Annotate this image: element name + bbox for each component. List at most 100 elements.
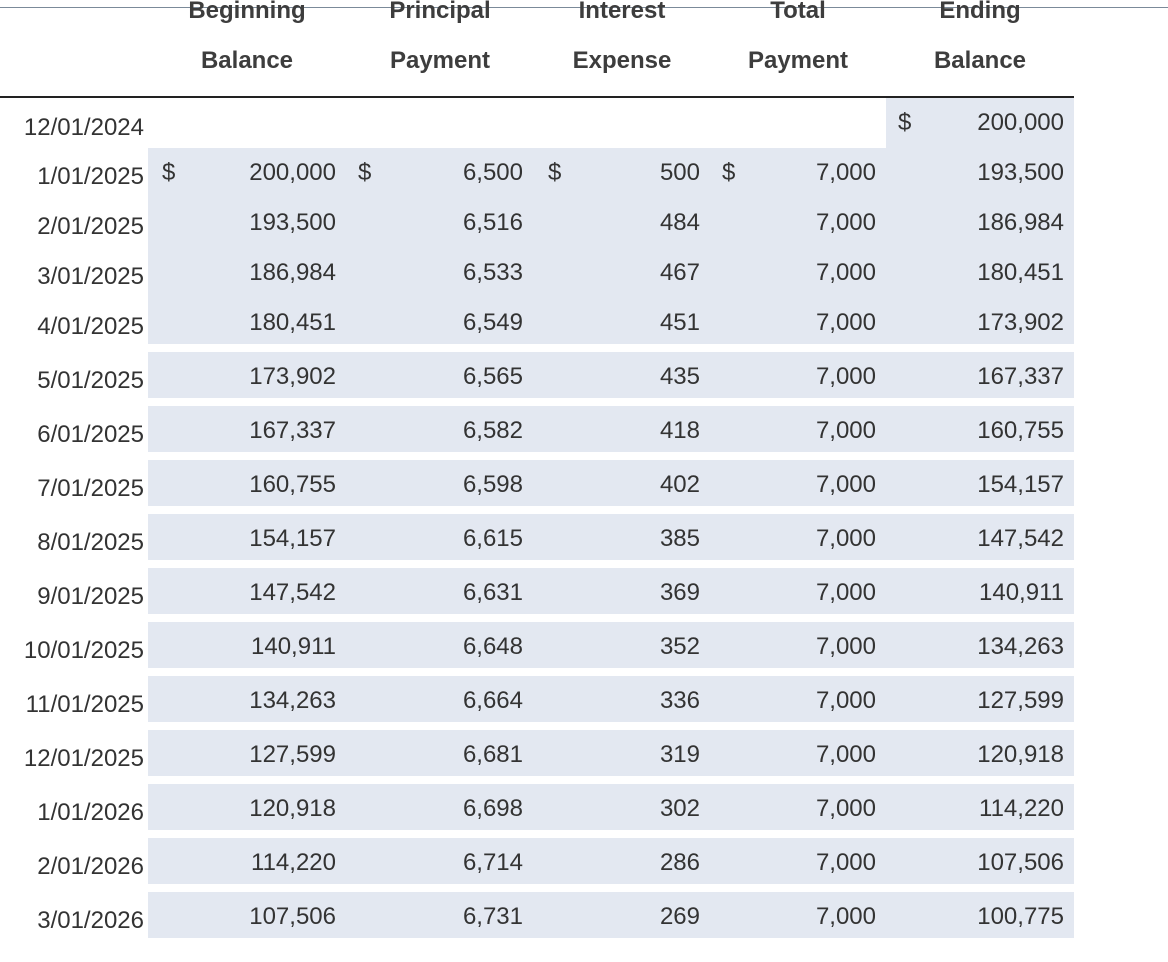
beginning-balance-value: 167,337	[249, 417, 336, 444]
table-row: 2/01/2026 114,220 6,714 286 7,000 107,506	[0, 838, 1168, 888]
beginning-balance-cell	[148, 460, 338, 506]
beginning-balance-value: 193,500	[249, 209, 336, 236]
header-beginning-line2: Balance	[200, 47, 294, 74]
total-payment-cell	[704, 406, 886, 452]
header-principal-line2: Payment	[389, 47, 491, 74]
ending-balance-cell	[886, 298, 1074, 344]
ending-balance-cell	[886, 248, 1074, 298]
total-payment-value: 7,000	[815, 795, 876, 822]
interest-expense-value: 418	[659, 417, 700, 444]
beginning-balance-value: 114,220	[251, 849, 336, 876]
beginning-balance-value: 180,451	[249, 309, 336, 336]
ending-balance-cell	[886, 730, 1074, 776]
beginning-balance-value: 120,918	[249, 795, 336, 822]
principal-payment-value: 6,598	[462, 471, 523, 498]
beginning-balance-cell	[148, 568, 338, 614]
table-row: 5/01/2025 173,902 6,565 435 7,000 167,337	[0, 352, 1168, 402]
ending-balance-value: 180,451	[977, 259, 1064, 286]
interest-expense-cell	[528, 352, 704, 398]
beginning-balance-cell	[148, 406, 338, 452]
total-payment-cell	[704, 352, 886, 398]
ending-balance-value: 160,755	[977, 417, 1064, 444]
beginning-balance-cell	[148, 730, 338, 776]
row-date: 8/01/2025	[37, 529, 144, 556]
interest-expense-cell	[528, 676, 704, 722]
interest-expense-value: 269	[659, 903, 700, 930]
ending-balance-value: 120,918	[977, 741, 1064, 768]
total-payment-value: 7,000	[815, 633, 876, 660]
ending-balance-cell	[886, 406, 1074, 452]
table-row: 4/01/2025 180,451 6,549 451 7,000 173,902	[0, 298, 1168, 348]
beginning-balance-value: 186,984	[249, 259, 336, 286]
interest-expense-cell	[528, 248, 704, 298]
interest-expense-cell	[528, 148, 704, 198]
beginning-balance-cell	[148, 198, 338, 248]
interest-expense-cell	[528, 838, 704, 884]
ending-balance-value: 173,902	[977, 309, 1064, 336]
beginning-balance-value: 160,755	[249, 471, 336, 498]
opening-row: 12/01/2024 $ 200,000	[0, 98, 1168, 148]
row-date: 10/01/2025	[23, 637, 144, 664]
table-row: 6/01/2025 167,337 6,582 418 7,000 160,755	[0, 406, 1168, 456]
header-interest-line2: Expense	[572, 47, 672, 74]
principal-payment-value: 6,500	[462, 159, 523, 186]
table-row: 3/01/2025 186,984 6,533 467 7,000 180,451	[0, 248, 1168, 298]
row-date: 4/01/2025	[37, 313, 144, 340]
interest-expense-value: 286	[659, 849, 700, 876]
row-date: 1/01/2025	[37, 163, 144, 190]
beginning-balance-value: 200,000	[249, 159, 336, 186]
row-date: 7/01/2025	[37, 475, 144, 502]
ending-balance-cell	[886, 352, 1074, 398]
beginning-balance-cell	[148, 838, 338, 884]
header-beginning-line1: Beginning	[188, 0, 306, 24]
principal-payment-value: 6,664	[462, 687, 523, 714]
beginning-balance-value: 107,506	[249, 903, 336, 930]
principal-payment-cell	[338, 248, 528, 298]
ending-balance-value: 127,599	[977, 687, 1064, 714]
interest-expense-cell	[528, 568, 704, 614]
interest-expense-value: 369	[659, 579, 700, 606]
principal-payment-cell	[338, 148, 528, 198]
principal-payment-value: 6,714	[462, 849, 523, 876]
beginning-balance-value: 147,542	[249, 579, 336, 606]
interest-expense-value: 467	[659, 259, 700, 286]
principal-payment-cell	[338, 298, 528, 344]
header-ending-line1: Ending	[939, 0, 1021, 24]
opening-ending-balance: 200,000	[977, 109, 1064, 136]
total-payment-cell	[704, 838, 886, 884]
beginning-balance-value: 140,911	[251, 633, 336, 660]
header-total-line1: Total	[770, 0, 826, 24]
principal-payment-cell	[338, 784, 528, 830]
ending-balance-value: 134,263	[977, 633, 1064, 660]
total-payment-value: 7,000	[815, 849, 876, 876]
total-payment-value: 7,000	[815, 363, 876, 390]
total-payment-value: 7,000	[815, 741, 876, 768]
row-date: 6/01/2025	[37, 421, 144, 448]
principal-payment-cell	[338, 730, 528, 776]
ending-balance-cell	[886, 676, 1074, 722]
ending-balance-value: 107,506	[977, 849, 1064, 876]
ending-balance-value: 140,911	[979, 579, 1064, 606]
beginning-balance-value: 154,157	[249, 525, 336, 552]
total-payment-value: 7,000	[815, 579, 876, 606]
header-total-line2: Payment	[747, 47, 849, 74]
ending-balance-value: 147,542	[977, 525, 1064, 552]
principal-payment-value: 6,582	[462, 417, 523, 444]
ending-balance-cell	[886, 838, 1074, 884]
beginning-balance-cell	[148, 892, 338, 938]
interest-expense-cell	[528, 622, 704, 668]
total-payment-cell	[704, 298, 886, 344]
beginning-balance-cell	[148, 676, 338, 722]
row-date: 1/01/2026	[37, 799, 144, 826]
total-payment-value: 7,000	[815, 309, 876, 336]
row-date: 12/01/2025	[23, 745, 144, 772]
total-payment-cell	[704, 730, 886, 776]
beginning-balance-value: 173,902	[249, 363, 336, 390]
ending-balance-value: 154,157	[977, 471, 1064, 498]
ending-balance-cell	[886, 622, 1074, 668]
interest-expense-value: 352	[659, 633, 700, 660]
total-payment-cell	[704, 514, 886, 560]
total-payment-value: 7,000	[815, 687, 876, 714]
principal-payment-cell	[338, 676, 528, 722]
beginning-balance-cell	[148, 514, 338, 560]
